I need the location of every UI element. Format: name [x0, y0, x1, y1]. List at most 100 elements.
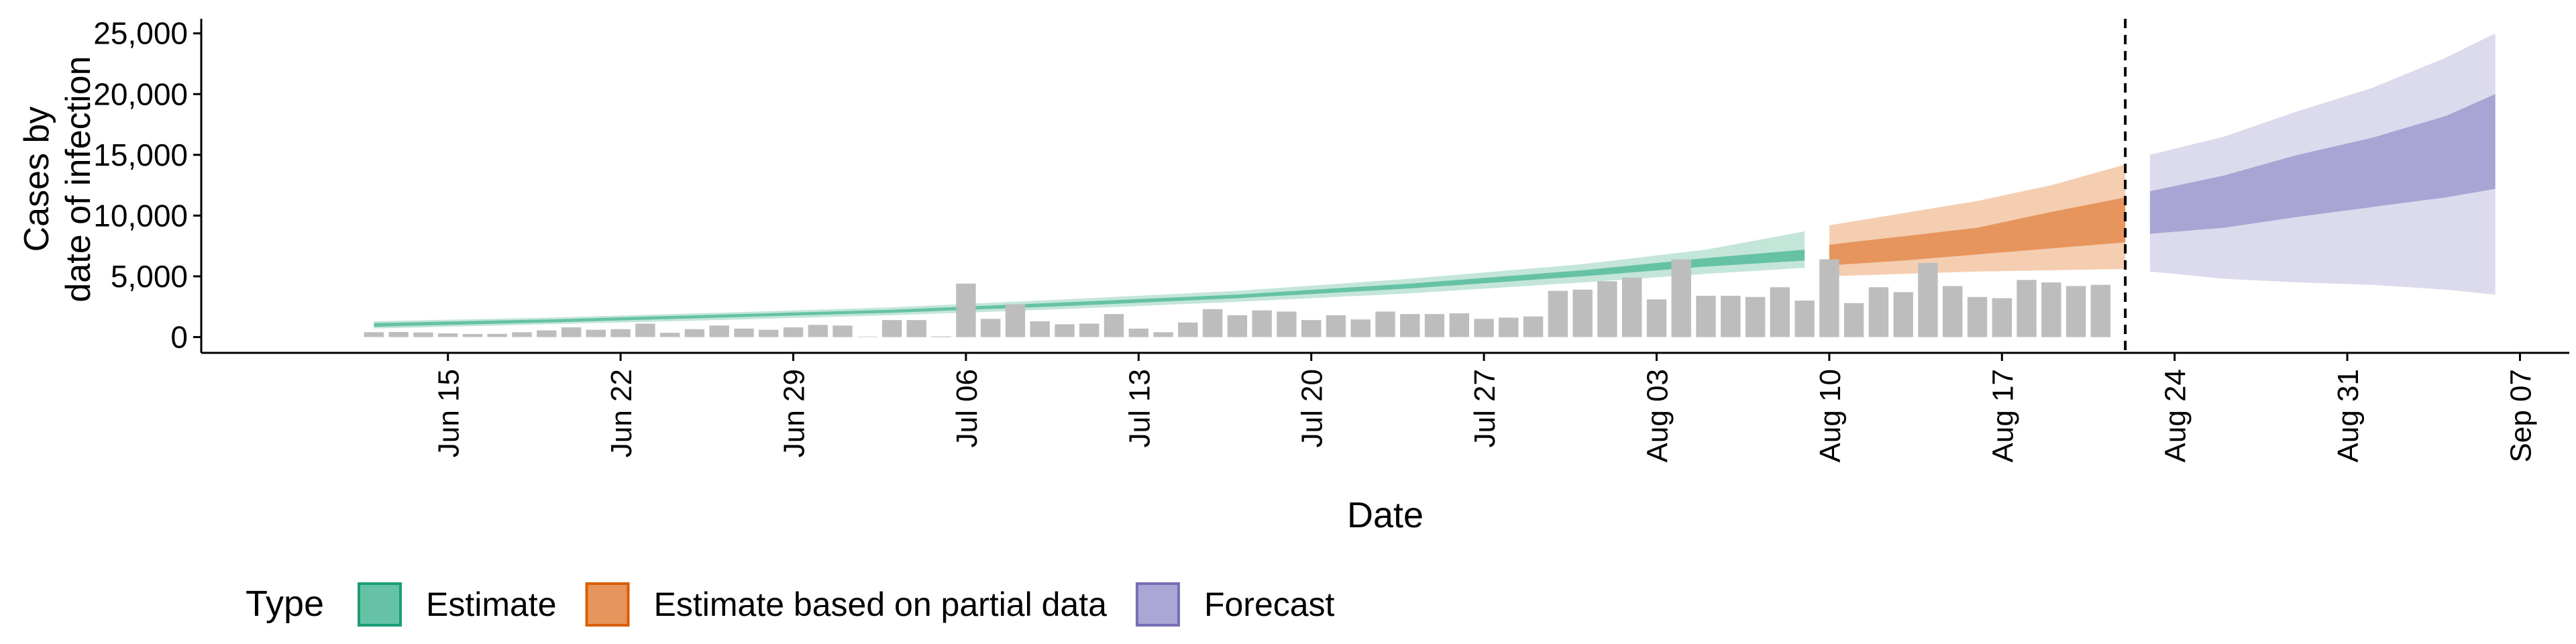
y-tick-label: 15,000 [93, 138, 188, 172]
case-bar [1696, 295, 1716, 337]
case-bar [413, 332, 433, 337]
x-tick-label: Jul 20 [1296, 369, 1329, 447]
case-bar [1622, 277, 1642, 337]
legend-label: Forecast [1204, 586, 1335, 623]
case-bar [388, 331, 409, 337]
case-bar [1548, 290, 1568, 337]
case-bar [1252, 310, 1272, 337]
case-bar [1030, 321, 1050, 337]
case-bar [734, 328, 754, 337]
case-bar [1375, 311, 1395, 337]
case-bar [1918, 263, 1938, 337]
case-bar [1400, 314, 1420, 337]
case-bar [487, 333, 507, 337]
y-tick-label: 20,000 [93, 76, 188, 111]
x-tick-label: Sep 07 [2504, 369, 2537, 462]
case-bar [537, 330, 557, 337]
case-bar [709, 325, 729, 337]
y-axis-title-line: Cases by [17, 107, 56, 252]
axes-layer: 0 5,000 10,000 15,000 20,000 25,000 Jun 15 Jun … [93, 16, 2569, 462]
legend-swatch [358, 582, 402, 627]
x-tick-label: Aug 10 [1814, 369, 1847, 462]
case-bar [931, 336, 951, 337]
case-bar [1819, 259, 1839, 337]
x-tick-label: Jun 29 [778, 369, 811, 458]
case-bar [2065, 286, 2086, 337]
case-bar [906, 320, 926, 337]
case-bar [1499, 317, 1519, 337]
case-bar [1794, 301, 1815, 337]
x-tick-label: Aug 24 [2159, 369, 2192, 462]
case-bar [1597, 281, 1617, 337]
legend-label: Estimate based on partial data [654, 586, 1108, 623]
case-bar [1893, 292, 1913, 337]
case-bar [462, 333, 483, 337]
case-bar [1770, 287, 1790, 337]
case-bar [364, 332, 384, 337]
case-bar [635, 323, 655, 337]
case-bar [1572, 289, 1593, 337]
case-bar [1424, 314, 1445, 337]
legend: Type Estimate Estimate based on partial da… [246, 582, 1335, 627]
case-bar [1178, 322, 1198, 337]
case-bar [1326, 315, 1346, 337]
y-axis-title: Cases by date of infection [17, 56, 98, 302]
y-tick-label: 0 [170, 319, 188, 354]
case-bar [2041, 282, 2061, 337]
case-bar [1227, 315, 1248, 337]
y-tick-label: 5,000 [111, 259, 188, 294]
y-tick-label: 10,000 [93, 198, 188, 233]
x-tick-label: Aug 03 [1641, 369, 1674, 462]
x-tick-label: Aug 17 [1986, 369, 2019, 462]
case-bar [981, 319, 1001, 337]
case-bar [1005, 304, 1026, 337]
case-bar [1671, 259, 1691, 337]
x-tick-label: Jul 06 [951, 369, 983, 447]
case-bar [1350, 319, 1371, 337]
case-bar [1153, 332, 1173, 337]
case-bar [1104, 314, 1124, 337]
case-bar [1967, 297, 1988, 337]
forecast-inner-band [2149, 94, 2496, 234]
bars-layer [364, 259, 2110, 337]
case-bar [956, 283, 976, 337]
case-bar [2017, 280, 2037, 337]
x-tick-label: Jun 15 [433, 369, 466, 458]
case-bar [1449, 313, 1469, 337]
x-tick-label: Jun 22 [605, 369, 638, 458]
case-bar [1055, 324, 1075, 337]
x-axis-title: Date [1347, 495, 1424, 535]
case-bar [808, 325, 828, 337]
case-bar [1523, 316, 1544, 337]
case-bar [1474, 319, 1494, 337]
case-bar [610, 329, 631, 337]
legend-title: Type [246, 584, 324, 624]
case-bar [1202, 309, 1223, 337]
case-bar [1079, 323, 1099, 337]
x-tick-label: Aug 31 [2332, 369, 2365, 462]
case-bar [1721, 295, 1741, 337]
ribbons-layer [374, 33, 2496, 329]
case-bar [684, 329, 705, 337]
case-bar [1868, 287, 1889, 337]
case-bar [512, 332, 532, 337]
case-bar [586, 329, 606, 337]
case-bar [1277, 311, 1297, 337]
case-bar [2090, 284, 2110, 337]
case-bar [1943, 286, 1963, 337]
case-bar [659, 333, 680, 337]
case-bar [1992, 298, 2012, 337]
legend-label: Estimate [426, 586, 557, 623]
case-bar [438, 333, 458, 337]
case-bar [759, 329, 779, 337]
x-tick-label: Jul 27 [1468, 369, 1501, 447]
legend-swatch [1135, 582, 1180, 627]
x-tick-label: Jul 13 [1123, 369, 1156, 447]
case-bar [1745, 297, 1766, 337]
case-bar [783, 327, 804, 337]
case-bar [833, 325, 853, 337]
case-bar [881, 320, 902, 337]
legend-swatch [585, 582, 630, 627]
case-bar [561, 327, 582, 337]
